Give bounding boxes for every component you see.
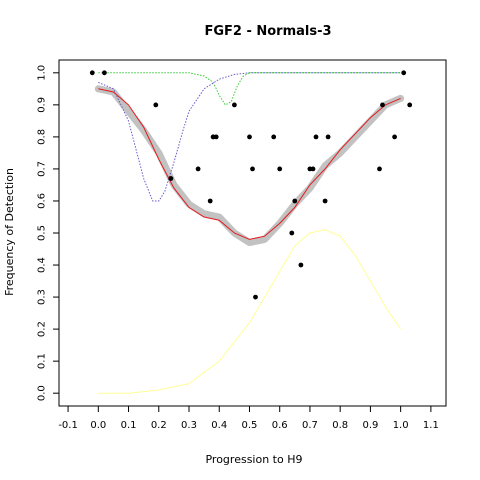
data-point <box>407 102 413 108</box>
data-point <box>250 166 255 172</box>
x-axis-label: Progression to H9 <box>205 453 302 466</box>
x-tick-label: 1.0 <box>393 420 409 431</box>
series-2-line <box>98 88 401 240</box>
y-tick-label: 0.2 <box>37 321 48 337</box>
plot-area <box>89 70 413 394</box>
data-point <box>401 70 407 76</box>
data-point <box>277 166 283 172</box>
x-tick-label: 0.7 <box>302 420 318 431</box>
data-point <box>310 166 316 172</box>
y-tick-label: 1.0 <box>37 65 48 81</box>
data-point <box>232 102 237 108</box>
y-tick-label: 0.1 <box>37 353 48 369</box>
x-tick-label: 1.1 <box>423 420 439 431</box>
data-point <box>292 198 298 204</box>
y-tick-label: 0.9 <box>37 97 48 113</box>
data-point <box>271 134 277 140</box>
axes: -0.1 0.0 0.1 0.2 0.3 0.4 0.5 0.6 0.7 0.8 0.9 1.0 1.1… <box>37 59 447 431</box>
data-point <box>377 166 382 172</box>
data-point <box>289 230 295 236</box>
chart-title: FGF2 - Normals-3 <box>204 24 331 39</box>
y-tick-label: 0.8 <box>37 129 48 145</box>
data-point <box>325 134 331 140</box>
data-point <box>392 134 397 140</box>
x-tick-label: 0.6 <box>272 420 288 431</box>
series-3-dotted-line <box>98 72 401 202</box>
data-point <box>253 294 258 300</box>
data-point <box>168 176 174 181</box>
x-tick-label: 0.9 <box>362 420 378 431</box>
x-tick-label: 0.8 <box>332 420 348 431</box>
y-tick-label: 0.7 <box>37 161 48 177</box>
x-tick-label: -0.1 <box>58 420 78 431</box>
x-tick-label: 0.2 <box>151 420 167 431</box>
x-tick-label: 0.3 <box>181 420 197 431</box>
data-point <box>213 134 219 140</box>
data-point <box>207 198 213 204</box>
data-point <box>195 166 201 172</box>
data-point <box>313 134 319 140</box>
data-point <box>380 102 385 108</box>
x-tick-label: 0.4 <box>211 420 227 431</box>
plot-frame <box>58 59 447 407</box>
y-tick-label: 0.6 <box>37 193 48 209</box>
data-point <box>247 134 252 140</box>
x-tick-label: 0.5 <box>242 420 258 431</box>
y-axis-label: Frequency of Detection <box>3 168 16 296</box>
x-tick-label: 0.0 <box>90 420 106 431</box>
data-point <box>298 262 304 268</box>
series-5-line <box>98 229 402 394</box>
series-1-band <box>94 85 405 247</box>
y-tick-label: 0.5 <box>37 225 48 241</box>
data-point <box>153 102 159 108</box>
data-point <box>102 70 107 76</box>
data-point <box>322 198 328 204</box>
data-point <box>89 70 95 76</box>
y-tick-label: 0.3 <box>37 289 48 305</box>
y-tick-label: 0.0 <box>37 385 48 401</box>
x-tick-label: 0.1 <box>121 420 137 431</box>
series-4-dotted-line <box>98 72 401 106</box>
y-tick-label: 0.4 <box>37 257 48 273</box>
